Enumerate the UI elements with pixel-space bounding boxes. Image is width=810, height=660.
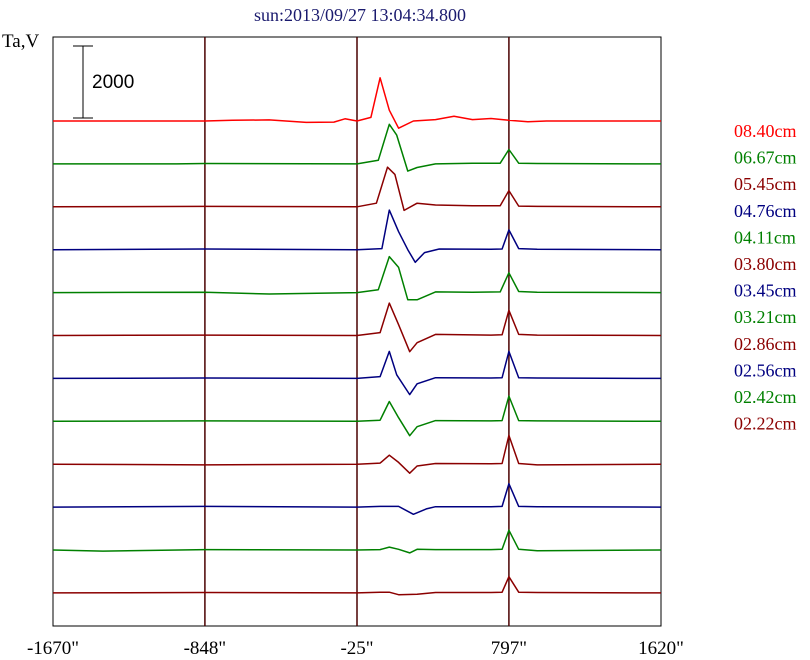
series-line-05.45cm: [52, 166, 662, 212]
chart-title: sun:2013/09/27 13:04:34.800: [254, 5, 466, 25]
x-axis-ticks: -1670" -848" -25" 797" 1620": [27, 638, 684, 659]
legend-item: 05.45cm: [734, 174, 797, 194]
legend-item: 04.76cm: [734, 201, 797, 221]
series-line-02.22cm: [52, 575, 662, 596]
series-line-03.80cm: [52, 302, 662, 353]
y-axis-label: Ta,V: [2, 31, 39, 52]
scale-bar: 2000: [73, 45, 134, 119]
legend-item: 02.42cm: [734, 387, 797, 407]
legend-item: 02.86cm: [734, 334, 797, 354]
legend-item: 04.11cm: [734, 227, 796, 247]
legend-item: 03.21cm: [734, 307, 797, 327]
x-tick-label: -25": [340, 638, 373, 659]
series-line-02.42cm: [52, 529, 662, 554]
x-tick-label: -848": [184, 638, 227, 659]
series-line-04.76cm: [52, 209, 662, 264]
scale-bar-label: 2000: [92, 72, 134, 93]
series-line-06.67cm: [53, 123, 662, 172]
series-line-03.21cm: [52, 395, 662, 437]
legend: 08.40cm 06.67cm 05.45cm 04.76cm 04.11cm 03.80…: [734, 121, 797, 434]
legend-item: 03.80cm: [734, 254, 797, 274]
series-lines: [52, 77, 662, 596]
x-tick-label: 797": [491, 638, 527, 659]
legend-item: 02.22cm: [734, 414, 797, 434]
legend-item: 08.40cm: [734, 121, 797, 141]
series-line-08.40cm: [53, 77, 661, 129]
series-line-04.11cm: [52, 255, 662, 301]
legend-item: 06.67cm: [734, 148, 797, 168]
legend-item: 03.45cm: [734, 281, 797, 301]
vertical-reference-lines: [204, 37, 510, 626]
series-line-03.45cm: [52, 350, 662, 396]
series-line-02.56cm: [52, 482, 662, 516]
legend-item: 02.56cm: [734, 360, 797, 380]
x-tick-label: 1620": [638, 638, 684, 659]
x-tick-label: -1670": [27, 638, 79, 659]
series-line-02.86cm: [52, 434, 662, 474]
